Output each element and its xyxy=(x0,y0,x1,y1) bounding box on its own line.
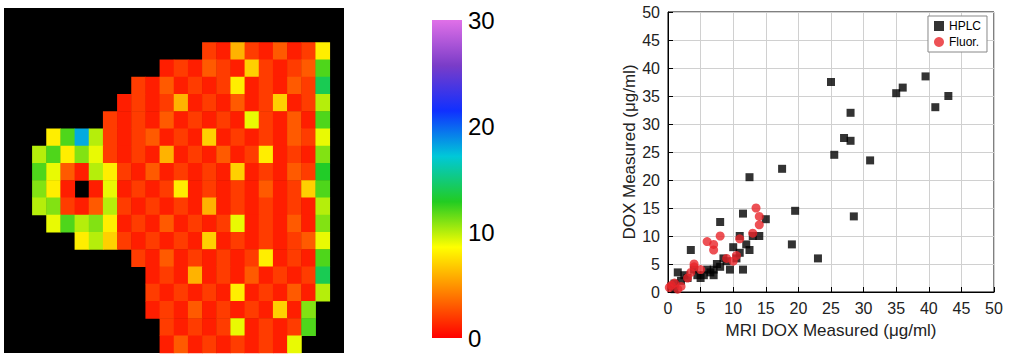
svg-text:30: 30 xyxy=(642,116,660,133)
svg-text:50: 50 xyxy=(642,4,660,21)
svg-text:HPLC: HPLC xyxy=(949,19,981,33)
svg-text:0: 0 xyxy=(468,325,481,352)
svg-text:0: 0 xyxy=(651,284,660,301)
svg-text:DOX Measured (μg/ml): DOX Measured (μg/ml) xyxy=(620,64,639,239)
svg-text:30: 30 xyxy=(855,300,873,317)
svg-text:50: 50 xyxy=(985,300,1003,317)
svg-text:35: 35 xyxy=(887,300,905,317)
svg-text:15: 15 xyxy=(642,200,660,217)
svg-text:15: 15 xyxy=(757,300,775,317)
svg-text:0: 0 xyxy=(664,300,673,317)
svg-text:10: 10 xyxy=(642,228,660,245)
svg-text:35: 35 xyxy=(642,88,660,105)
svg-text:45: 45 xyxy=(953,300,971,317)
svg-text:Fluor.: Fluor. xyxy=(949,35,979,49)
svg-text:30: 30 xyxy=(468,7,495,34)
svg-text:10: 10 xyxy=(468,219,495,246)
svg-text:10: 10 xyxy=(724,300,742,317)
svg-text:20: 20 xyxy=(468,113,495,140)
svg-text:45: 45 xyxy=(642,32,660,49)
svg-text:25: 25 xyxy=(642,144,660,161)
svg-text:40: 40 xyxy=(920,300,938,317)
svg-text:20: 20 xyxy=(790,300,808,317)
svg-text:5: 5 xyxy=(696,300,705,317)
svg-text:25: 25 xyxy=(822,300,840,317)
svg-text:5: 5 xyxy=(651,256,660,273)
svg-text:20: 20 xyxy=(642,172,660,189)
svg-text:40: 40 xyxy=(642,60,660,77)
svg-text:MRI DOX Measured (μg/ml): MRI DOX Measured (μg/ml) xyxy=(726,321,937,340)
